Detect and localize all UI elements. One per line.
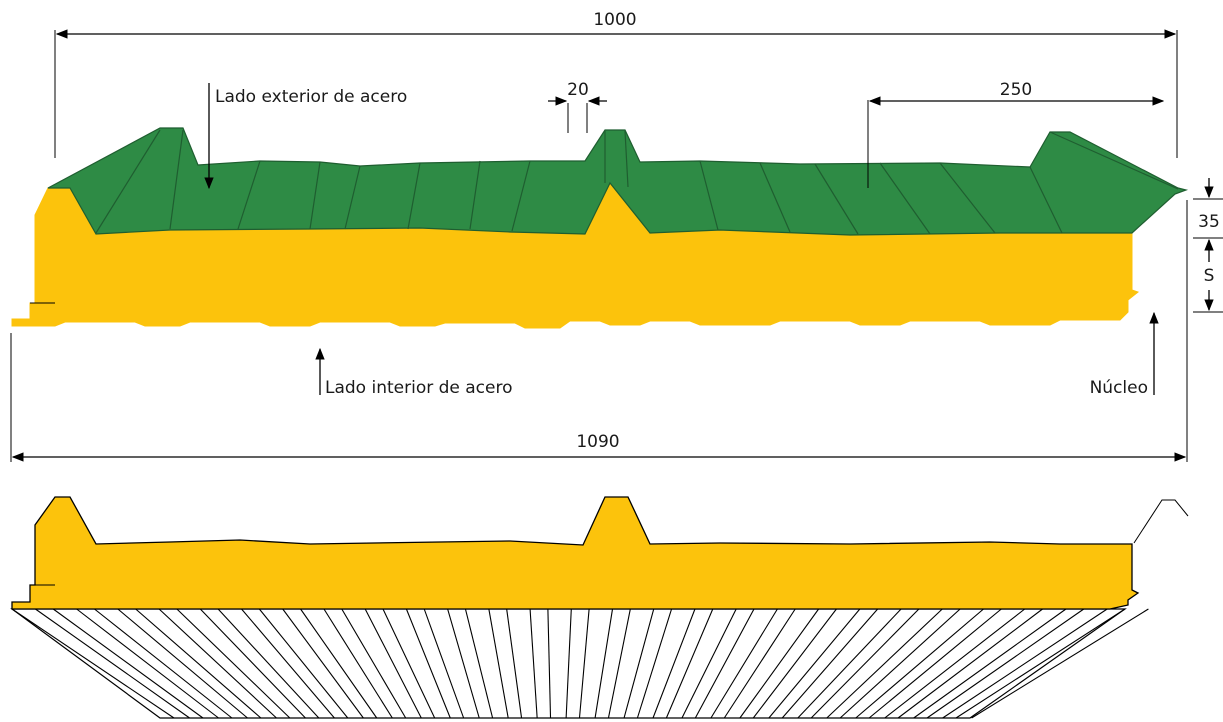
rib-line: [323, 608, 393, 719]
rib-line: [884, 608, 1026, 719]
rib-line: [681, 608, 737, 719]
rib-line: [35, 608, 190, 719]
rib-line: [506, 608, 523, 719]
rib-line: [694, 608, 755, 719]
rib-line: [176, 608, 291, 719]
rib-line: [636, 608, 673, 719]
rib-line: [623, 608, 655, 719]
rib-line: [488, 608, 509, 719]
rib-line: [135, 608, 262, 719]
rib-line: [529, 608, 538, 719]
rib-line: [423, 608, 465, 719]
rib-facet-lines: [95, 129, 1179, 235]
rib-line: [217, 608, 320, 719]
label-1000: 1000: [593, 10, 636, 30]
rib-line: [607, 608, 631, 719]
dimension-lines: [10, 29, 1223, 462]
facet-line: [237, 160, 261, 230]
rib-line: [781, 608, 879, 719]
facet-line: [469, 160, 481, 230]
rib-line: [710, 608, 778, 719]
rib-line: [94, 608, 233, 719]
rib-line: [405, 608, 451, 719]
rib-line: [652, 608, 696, 719]
rib-line: [241, 608, 335, 719]
top-panel: [11, 127, 1189, 329]
rib-line: [913, 608, 1067, 719]
rib-line: [565, 608, 572, 719]
rib-line: [739, 608, 820, 719]
rib-line: [547, 608, 552, 719]
facet-line: [344, 165, 361, 230]
label-250: 250: [1000, 80, 1032, 100]
rib-line: [665, 608, 714, 719]
facet-line: [511, 160, 531, 232]
rib-line: [300, 608, 378, 719]
facet-line: [699, 160, 719, 231]
facet-line: [624, 130, 629, 188]
rib-line: [258, 608, 349, 719]
rib-line: [199, 608, 306, 719]
rib-line: [117, 608, 248, 719]
facet-line: [309, 161, 321, 230]
rib-line: [76, 608, 219, 719]
rib-line: [768, 608, 861, 719]
rib-line: [578, 608, 590, 719]
label-exterior-steel: Lado exterior de acero: [215, 87, 407, 107]
core-bottom: [11, 496, 1140, 610]
facet-line: [759, 162, 791, 233]
rib-line: [897, 608, 1043, 719]
rib-line: [464, 608, 494, 719]
rib-line: [364, 608, 422, 719]
rib-line: [868, 608, 1002, 719]
rib-line: [810, 608, 920, 719]
rib-line: [955, 608, 1126, 719]
rib-line: [826, 608, 943, 719]
rib-line: [839, 608, 961, 719]
facet-line: [814, 163, 859, 235]
rib-line: [926, 608, 1085, 719]
rib-line: [723, 608, 796, 719]
rib-line: [447, 608, 480, 719]
label-interior-steel: Lado interior de acero: [325, 378, 513, 398]
underside-rib-lines: [11, 608, 1149, 719]
label-core: Núcleo: [1090, 378, 1148, 398]
rib-line: [594, 608, 614, 719]
bottom-panel: [10, 496, 1189, 719]
facet-line: [1049, 131, 1179, 190]
labels: 1000 Lado exterior de acero 20 250 35 S …: [215, 10, 1220, 452]
facet-line: [169, 129, 184, 230]
rib-line: [752, 608, 837, 719]
rib-line: [11, 608, 175, 719]
facet-line: [1029, 166, 1063, 234]
facet-line: [407, 162, 421, 230]
rib-line: [282, 608, 364, 719]
label-20: 20: [567, 80, 589, 100]
rib-line: [855, 608, 984, 719]
rib-line: [797, 608, 902, 719]
exterior-steel-top: [47, 127, 1189, 236]
rib-line: [158, 608, 277, 719]
label-35: 35: [1198, 212, 1220, 232]
rib-line: [341, 608, 407, 719]
rib-line: [942, 608, 1108, 719]
label-1090: 1090: [576, 432, 619, 452]
rib-line: [971, 608, 1149, 719]
rib-line: [382, 608, 436, 719]
facet-line: [879, 162, 931, 235]
facet-line: [95, 129, 161, 234]
facet-line: [939, 162, 996, 234]
rib-line: [52, 608, 204, 719]
label-s: S: [1204, 266, 1215, 286]
